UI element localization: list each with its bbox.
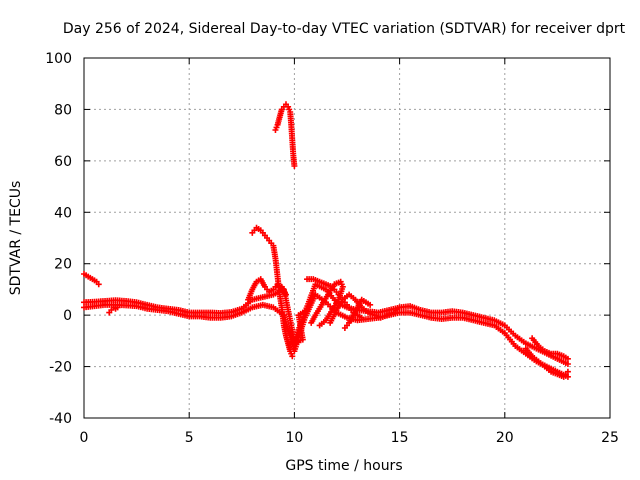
y-tick-label: 60 [54, 154, 72, 170]
data-point [289, 353, 296, 360]
data-point [367, 301, 374, 308]
x-tick-label: 15 [391, 430, 409, 446]
data-point [95, 281, 102, 288]
x-axis-label: GPS time / hours [285, 458, 402, 474]
data-point [564, 361, 571, 367]
y-tick-label: 0 [63, 308, 72, 324]
data-points [81, 101, 571, 380]
data-point [564, 355, 571, 362]
data-point [564, 368, 571, 375]
data-point [358, 314, 365, 321]
y-tick-label: 40 [54, 205, 72, 221]
data-point [114, 304, 121, 311]
x-tick-label: 20 [496, 430, 514, 446]
y-tick-labels: -40 -20 0 20 40 60 80 100 [45, 51, 72, 427]
plot-area-frame [83, 57, 611, 419]
data-point [291, 163, 298, 169]
y-tick-label: -20 [49, 360, 72, 376]
axis-ticks [83, 57, 611, 419]
x-tick-label: 10 [285, 430, 303, 446]
x-tick-label: 25 [601, 430, 619, 446]
data-point [316, 322, 323, 329]
x-tick-label: 0 [80, 430, 89, 446]
y-tick-label: 100 [45, 51, 72, 67]
y-tick-label: 80 [54, 102, 72, 118]
x-tick-label: 5 [185, 430, 194, 446]
data-point [396, 304, 403, 311]
grid-lines [84, 58, 610, 418]
chart-title: Day 256 of 2024, Sidereal Day-to-day VTE… [63, 21, 626, 37]
y-tick-label: -40 [49, 411, 72, 427]
x-tick-labels: 0 5 10 15 20 25 [80, 430, 619, 446]
data-point [282, 291, 289, 298]
y-axis-label: SDTVAR / TECUs [8, 181, 24, 296]
y-tick-label: 20 [54, 257, 72, 273]
data-point [304, 307, 311, 313]
